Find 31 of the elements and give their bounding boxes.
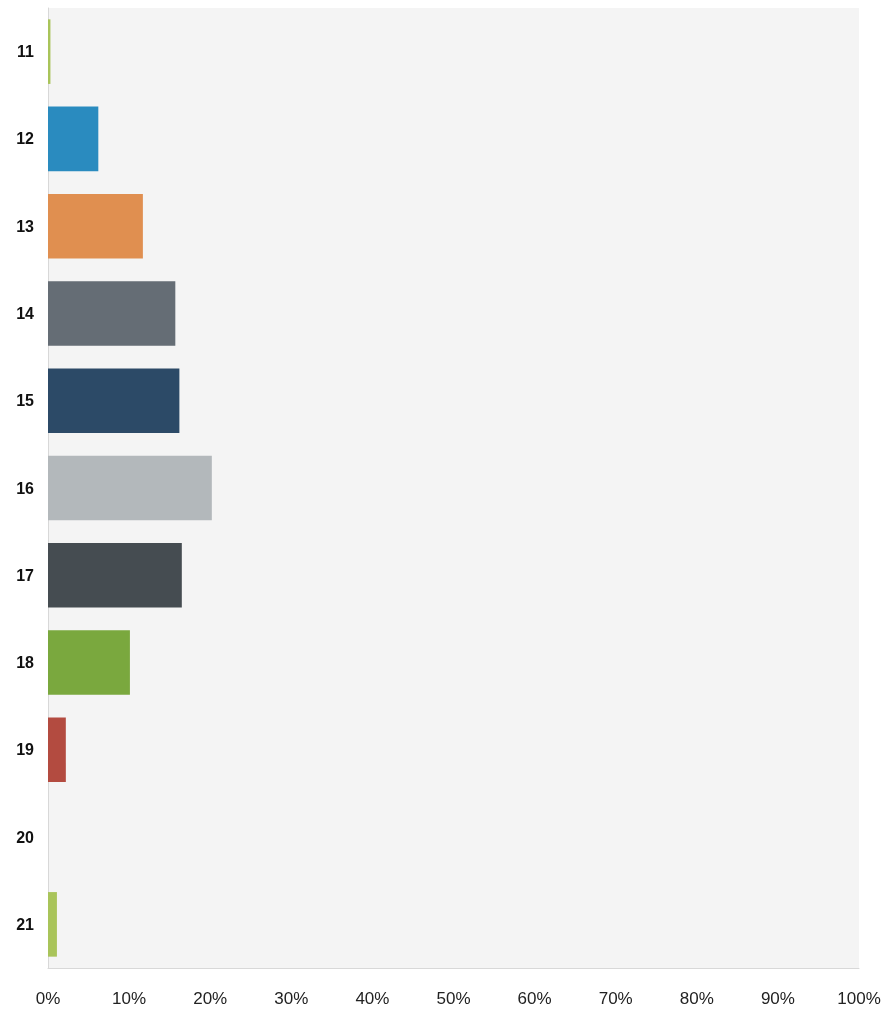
y-tick-label: 20 — [16, 828, 35, 846]
x-tick-label: 100% — [837, 989, 881, 1008]
y-tick-label: 17 — [16, 566, 35, 584]
bar — [48, 368, 180, 434]
bar — [48, 455, 212, 521]
x-tick-label: 30% — [274, 989, 309, 1008]
y-tick-label: 13 — [16, 217, 35, 235]
x-tick-label: 40% — [355, 989, 390, 1008]
y-tick-label: 18 — [16, 654, 35, 672]
y-tick-label: 21 — [16, 915, 35, 933]
bar — [48, 193, 143, 259]
y-tick-label: 14 — [16, 304, 35, 322]
x-tick-label: 60% — [517, 989, 552, 1008]
x-tick-label: 80% — [679, 989, 714, 1008]
y-tick-label: 19 — [16, 741, 35, 759]
y-tick-label: 15 — [16, 392, 35, 410]
x-tick-label: 20% — [193, 989, 228, 1008]
bar — [48, 892, 57, 957]
x-tick-label: 70% — [598, 989, 633, 1008]
x-tick-label: 10% — [112, 989, 147, 1008]
y-tick-label: 11 — [17, 43, 35, 61]
y-tick-label: 16 — [16, 479, 35, 497]
bar — [48, 106, 99, 172]
y-tick-label: 12 — [16, 130, 35, 148]
x-tick-label: 50% — [436, 989, 471, 1008]
bar — [48, 542, 182, 608]
bar — [48, 630, 130, 695]
x-tick-label: 90% — [760, 989, 795, 1008]
x-tick-label: 0% — [35, 989, 61, 1008]
bar — [48, 717, 66, 783]
bar — [48, 281, 176, 346]
